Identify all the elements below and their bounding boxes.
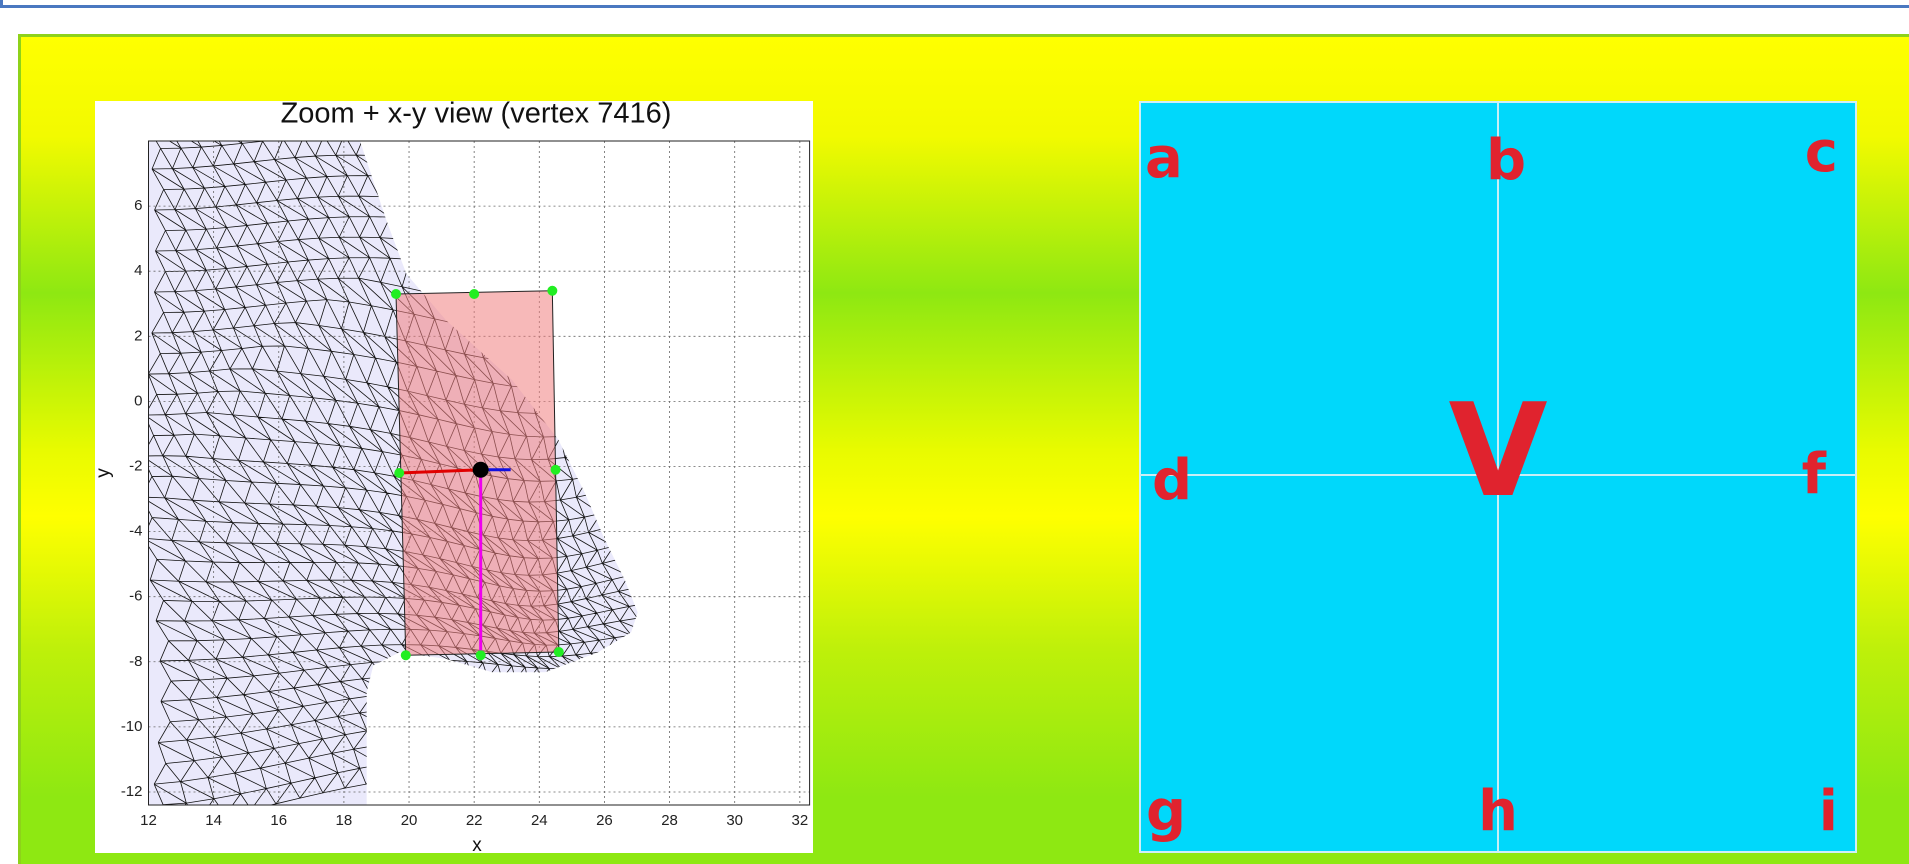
x-tick-label: 14 (205, 812, 222, 829)
slide: Zoom + x-y view (vertex 7416) x y 12 14 16… (0, 0, 1909, 864)
marker (469, 289, 479, 299)
canvas: Zoom + x-y view (vertex 7416) x y 12 14 16… (0, 0, 1909, 864)
marker (547, 286, 557, 296)
y-tick-label: 6 (134, 197, 142, 214)
center-label: V (1448, 377, 1547, 526)
marker (551, 465, 561, 475)
grid-label: d (1152, 448, 1192, 513)
y-tick-label: 4 (134, 262, 142, 279)
grid-label: f (1802, 442, 1827, 507)
grid-label: i (1819, 779, 1838, 844)
x-tick-label: 18 (336, 812, 353, 829)
y-tick-label: -2 (129, 457, 142, 474)
x-axis-label: x (472, 835, 482, 856)
y-tick-label: -12 (121, 783, 143, 800)
x-tick-label: 22 (466, 812, 483, 829)
marker (391, 289, 401, 299)
marker (401, 650, 411, 660)
grid-label: h (1478, 779, 1518, 844)
grid-label: a (1145, 126, 1183, 191)
y-axis-label: y (93, 468, 114, 478)
chart-title: Zoom + x-y view (vertex 7416) (281, 98, 672, 130)
y-tick-label: -4 (129, 523, 142, 540)
x-tick-label: 28 (661, 812, 678, 829)
marker (394, 468, 404, 478)
y-tick-label: -6 (129, 588, 142, 605)
x-tick-label: 32 (791, 812, 808, 829)
x-tick-label: 12 (140, 812, 157, 829)
marker (554, 647, 564, 657)
grid-label: g (1146, 779, 1186, 844)
x-tick-label: 16 (270, 812, 287, 829)
y-tick-label: -10 (121, 718, 143, 735)
x-tick-label: 20 (401, 812, 418, 829)
y-tick-label: -8 (129, 653, 142, 670)
grid-label: c (1805, 120, 1838, 185)
x-tick-label: 26 (596, 812, 613, 829)
marker (476, 650, 486, 660)
grid-label: b (1486, 128, 1526, 193)
y-tick-label: 0 (134, 392, 142, 409)
vertex (473, 462, 489, 478)
x-tick-label: 30 (726, 812, 743, 829)
y-tick-label: 2 (134, 327, 142, 344)
x-tick-label: 24 (531, 812, 548, 829)
